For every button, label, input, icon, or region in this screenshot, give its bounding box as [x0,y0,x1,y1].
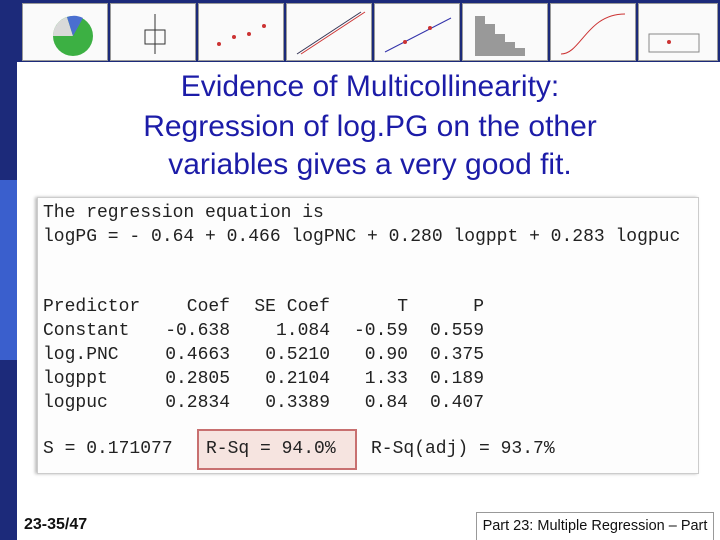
thumbnail [198,3,284,61]
column-header: Predictor [43,297,141,317]
table-cell: 0.3389 [265,393,330,413]
scatter-icon [648,33,700,53]
scatter-icon [384,17,452,53]
predictor-name: logppt [43,369,108,389]
table-cell: -0.638 [165,321,230,341]
cdf-icon [560,13,626,55]
thumbnail [462,3,548,61]
page-number: 23-35/47 [24,516,88,533]
histogram-icon [475,16,525,56]
column-header: P [473,297,484,317]
title-line: Evidence of Multicollinearity: [180,70,560,103]
thumbnail [22,3,108,61]
column-header: SE Coef [254,297,330,317]
column-header: T [397,297,408,317]
side-bar [0,180,17,360]
equation: logPG = - 0.64 + 0.466 logPNC + 0.280 lo… [43,227,681,247]
table-cell: 0.4663 [165,345,230,365]
table-cell: 0.2805 [165,369,230,389]
table-cell: 0.90 [364,345,408,365]
equation-heading: The regression equation is [43,203,324,223]
table-cell: 1.33 [364,369,408,389]
thumbnail-strip [0,0,720,62]
title-line: variables gives a very good fit. [168,148,572,181]
side-bar [0,360,17,540]
column-header: Coef [186,297,230,317]
thumbnail [638,3,718,61]
thumbnail [286,3,372,61]
boxplot-icon [144,14,166,54]
r-sq: R-Sq = 94.0% [206,439,336,459]
table-cell: 0.559 [429,321,484,341]
table-cell: 0.189 [429,369,484,389]
table-cell: 1.084 [275,321,330,341]
line-icon [296,11,366,55]
predictor-name: log.PNC [43,345,119,365]
regression-output: The regression equation is logPG = - 0.6… [37,197,699,474]
table-cell: 0.375 [429,345,484,365]
table-cell: 0.407 [429,393,484,413]
predictor-name: logpuc [43,393,108,413]
predictor-name: Constant [43,321,130,341]
title-line: Regression of log.PG on the other [143,110,597,143]
table-cell: 0.2834 [165,393,230,413]
r-sq-highlight [197,429,357,470]
thumbnail [550,3,636,61]
scatter-icon [217,24,266,46]
thumbnail [110,3,196,61]
s-value: S = 0.171077 [43,439,173,459]
thumbnail [374,3,460,61]
pie-icon [53,15,93,56]
table-cell: 0.5210 [265,345,330,365]
table-cell: 0.2104 [265,369,330,389]
table-cell: 0.84 [364,393,408,413]
side-bar [0,62,17,180]
r-sq-adj: R-Sq(adj) = 93.7% [371,439,555,459]
course-label: Part 23: Multiple Regression – Part 3 [476,512,714,540]
table-cell: -0.59 [353,321,408,341]
